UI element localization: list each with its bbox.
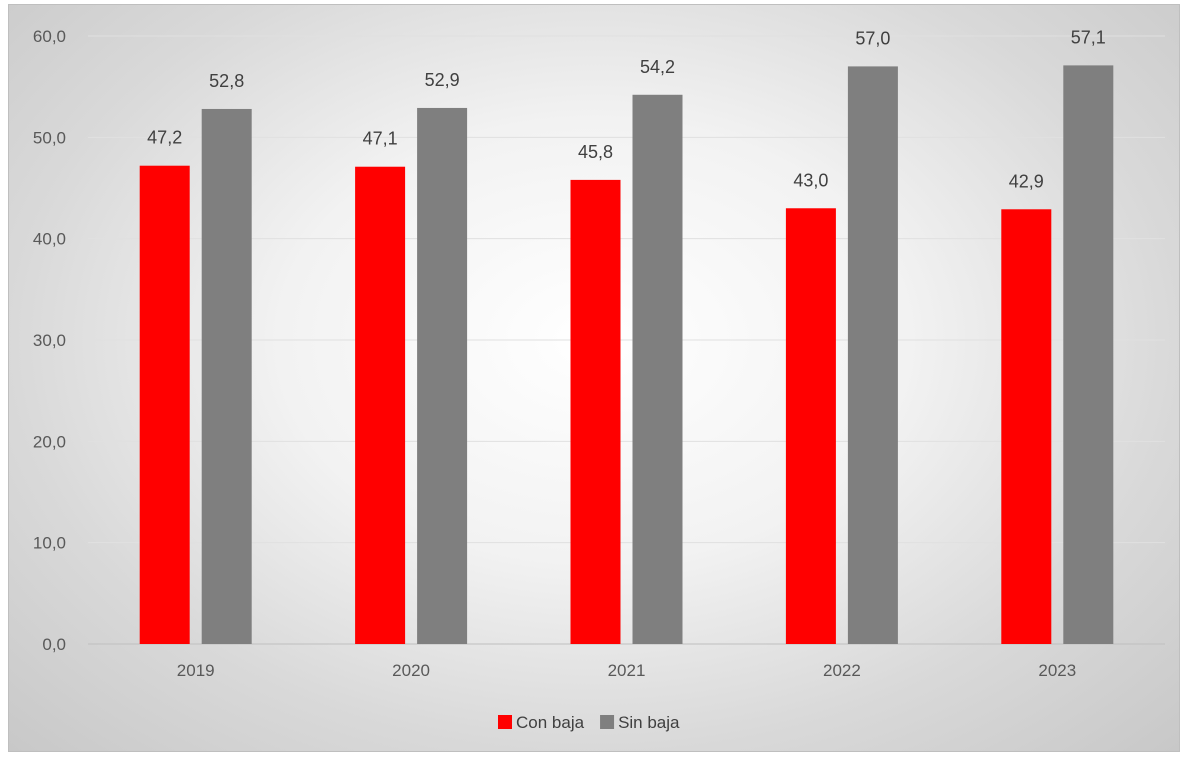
y-tick-label: 40,0 bbox=[33, 230, 66, 249]
data-label: 57,1 bbox=[1071, 27, 1106, 47]
bar-sin-baja bbox=[632, 94, 683, 645]
legend-label: Con baja bbox=[516, 713, 585, 732]
data-label: 42,9 bbox=[1009, 171, 1044, 191]
data-label: 52,8 bbox=[209, 71, 244, 91]
y-tick-label: 10,0 bbox=[33, 534, 66, 553]
data-label: 52,9 bbox=[425, 70, 460, 90]
y-tick-label: 20,0 bbox=[33, 432, 66, 451]
data-label: 47,1 bbox=[363, 129, 398, 149]
bar-sin-baja bbox=[847, 66, 898, 644]
bar-con-baja bbox=[570, 179, 621, 645]
data-label: 43,0 bbox=[793, 170, 828, 190]
y-tick-label: 0,0 bbox=[42, 635, 66, 654]
bar-sin-baja bbox=[1063, 65, 1114, 645]
x-tick-label: 2019 bbox=[177, 661, 215, 680]
bar-con-baja bbox=[139, 165, 190, 644]
x-tick-label: 2022 bbox=[823, 661, 861, 680]
y-tick-label: 60,0 bbox=[33, 27, 66, 46]
data-label: 45,8 bbox=[578, 142, 613, 162]
y-tick-label: 30,0 bbox=[33, 331, 66, 350]
bar-con-baja bbox=[785, 208, 836, 644]
data-label: 54,2 bbox=[640, 57, 675, 77]
bar-con-baja bbox=[355, 166, 406, 644]
legend-swatch bbox=[600, 715, 615, 729]
bar-con-baja bbox=[1001, 209, 1052, 644]
x-tick-label: 2021 bbox=[608, 661, 646, 680]
x-tick-label: 2020 bbox=[392, 661, 430, 680]
bar-sin-baja bbox=[417, 107, 468, 645]
legend-label: Sin baja bbox=[618, 713, 680, 732]
x-tick-label: 2023 bbox=[1038, 661, 1076, 680]
y-tick-label: 50,0 bbox=[33, 128, 66, 147]
data-label: 47,2 bbox=[147, 128, 182, 148]
bar-sin-baja bbox=[201, 108, 252, 644]
data-label: 57,0 bbox=[855, 28, 890, 48]
legend-swatch bbox=[498, 715, 512, 729]
